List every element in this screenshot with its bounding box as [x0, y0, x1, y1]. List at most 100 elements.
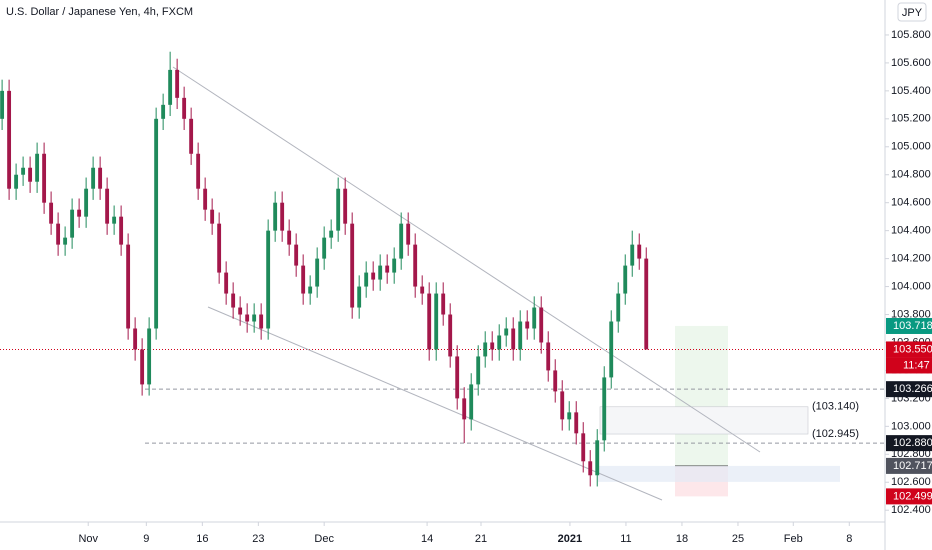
annotation: (103.140): [812, 401, 859, 413]
candle-body: [126, 244, 131, 329]
zone-box: [598, 465, 840, 482]
candle-body: [315, 258, 320, 287]
x-tick-label: Nov: [78, 533, 98, 545]
candle-body: [336, 188, 341, 231]
countdown-label: 11:47: [903, 359, 930, 371]
candle-body: [637, 244, 642, 259]
candle-body: [238, 307, 243, 315]
candle-body: [553, 370, 558, 392]
candle-body: [0, 90, 5, 119]
x-tick-label: Feb: [784, 533, 803, 545]
candle-body: [308, 286, 313, 294]
candle-body: [245, 314, 250, 322]
candle-body: [266, 230, 271, 329]
candles: [0, 51, 649, 487]
x-tick-label: 2021: [558, 533, 582, 545]
countdown-tag: [886, 357, 932, 374]
candle-body: [28, 167, 33, 182]
x-tick-label: 23: [252, 533, 264, 545]
currency-label[interactable]: JPY: [902, 7, 923, 19]
candle-body: [350, 223, 355, 308]
candle-body: [623, 265, 628, 294]
candle-body: [343, 188, 348, 224]
candle-body: [259, 314, 264, 329]
profit-zone: [675, 325, 728, 466]
candle-body: [574, 412, 579, 434]
y-tick-label: 103.000: [891, 420, 931, 432]
candle-body: [567, 412, 572, 420]
y-tick-label: 104.200: [891, 253, 931, 265]
candle-body: [322, 237, 327, 259]
x-tick-label: 16: [196, 533, 208, 545]
candle-body: [420, 286, 425, 294]
candle-body: [364, 272, 369, 287]
candle-body: [490, 342, 495, 350]
candle-body: [588, 461, 593, 476]
candle-body: [441, 293, 446, 315]
candle-body: [42, 153, 47, 203]
candle-body: [231, 293, 236, 308]
price-tag-label: 103.266: [893, 383, 932, 395]
y-tick-label: 105.800: [891, 29, 931, 41]
candle-body: [154, 118, 159, 329]
candle-body: [14, 174, 19, 189]
candle-body: [98, 167, 103, 189]
y-tick-label: 105.000: [891, 141, 931, 153]
candle-body: [560, 391, 565, 420]
candle-body: [280, 202, 285, 231]
candle-body: [602, 377, 607, 441]
x-tick-label: 21: [475, 533, 487, 545]
candle-body: [371, 272, 376, 280]
candle-body: [616, 293, 621, 322]
candle-body: [504, 328, 509, 336]
price-tag-label: 103.718: [893, 320, 932, 332]
y-tick-label: 105.200: [891, 113, 931, 125]
y-tick-label: 104.600: [891, 197, 931, 209]
candle-body: [378, 265, 383, 280]
x-tick-label: Dec: [314, 533, 334, 545]
x-tick-label: 14: [421, 533, 433, 545]
candle-body: [462, 398, 467, 420]
price-tag: [886, 317, 932, 334]
candle-body: [546, 342, 551, 371]
candle-body: [35, 153, 40, 182]
drawings: (103.140) (102.945): [0, 325, 885, 497]
y-tick-label: 105.400: [891, 85, 931, 97]
candle-body: [252, 314, 257, 322]
candle-body: [133, 328, 138, 350]
candle-body: [357, 286, 362, 308]
chart-title: U.S. Dollar / Japanese Yen, 4h, FXCM: [6, 6, 193, 18]
candle-body: [273, 202, 278, 231]
trendline-upper: [172, 66, 761, 453]
price-tag: [886, 341, 932, 358]
candle-body: [581, 433, 586, 462]
candle-body: [140, 349, 145, 385]
candle-body: [77, 209, 82, 217]
y-tick-label: 104.400: [891, 225, 931, 237]
candle-body: [161, 104, 166, 119]
y-tick-label: 102.600: [891, 476, 931, 488]
candle-body: [609, 321, 614, 378]
y-tick-label: 103.800: [891, 308, 931, 320]
candle-body: [287, 230, 292, 245]
candle-body: [511, 328, 516, 350]
candle-body: [413, 244, 418, 287]
candle-body: [84, 188, 89, 217]
candle-body: [469, 384, 474, 420]
x-tick-label: 25: [732, 533, 744, 545]
candle-body: [224, 272, 229, 294]
price-tag-label: 102.717: [893, 460, 932, 472]
candle-body: [399, 223, 404, 259]
price-tag: [886, 488, 932, 505]
candle-body: [189, 118, 194, 154]
candle-body: [7, 90, 12, 189]
candle-body: [385, 265, 390, 273]
candle-body: [49, 202, 54, 224]
candle-body: [644, 258, 649, 350]
candle-body: [182, 97, 187, 119]
y-tick-label: 105.600: [891, 57, 931, 69]
currency-badge[interactable]: [897, 2, 927, 22]
candle-body: [63, 237, 68, 245]
price-tag: [886, 381, 932, 398]
